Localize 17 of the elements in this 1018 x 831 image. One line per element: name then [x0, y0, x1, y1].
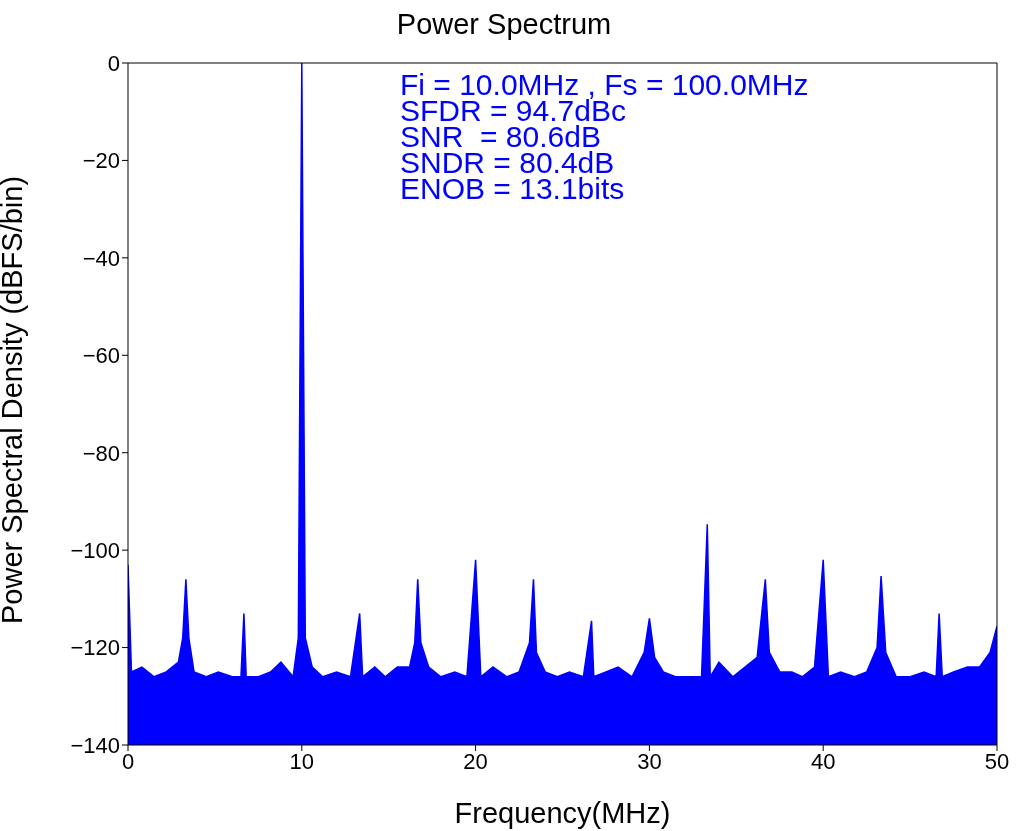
annotation: ENOB = 13.1bits — [400, 172, 626, 205]
y-tick-label: −40 — [82, 245, 120, 271]
y-tick-label: −20 — [82, 148, 120, 174]
y-tick-label: −80 — [82, 440, 120, 466]
x-tick-label: 20 — [463, 748, 488, 774]
y-tick-label: −120 — [70, 635, 120, 661]
y-tick-label: −100 — [70, 537, 120, 563]
chart-title: Power Spectrum — [395, 8, 613, 41]
x-tick-label: 40 — [810, 748, 836, 774]
y-tick-label: −60 — [82, 343, 120, 369]
y-axis-title: Power Spectral Density (dBFS/bin) — [0, 175, 29, 624]
y-tick-label: 0 — [107, 50, 120, 76]
y-tick-label: −140 — [70, 732, 120, 758]
x-tick-label: 30 — [637, 748, 662, 774]
x-axis-title: Frequency(MHz) — [454, 797, 671, 829]
x-tick-label: 50 — [984, 748, 1010, 774]
x-tick-label: 10 — [289, 748, 315, 774]
